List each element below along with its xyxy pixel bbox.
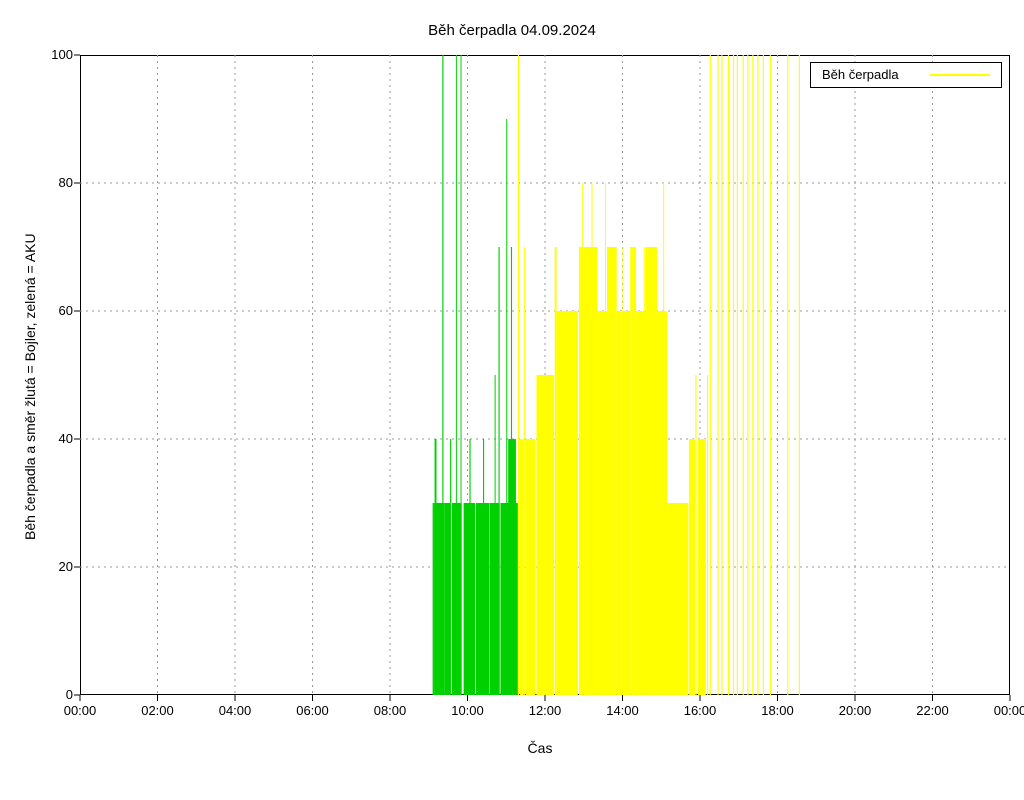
x-tick-label: 10:00 bbox=[448, 703, 488, 718]
y-axis-label: Běh čerpadla a směr žlutá = Bojler, zele… bbox=[22, 233, 38, 540]
legend-label: Běh čerpadla bbox=[822, 67, 899, 82]
y-tick-label: 40 bbox=[35, 431, 73, 446]
x-tick-label: 08:00 bbox=[370, 703, 410, 718]
x-tick-label: 12:00 bbox=[525, 703, 565, 718]
x-tick-label: 04:00 bbox=[215, 703, 255, 718]
legend-swatch bbox=[930, 74, 990, 76]
x-tick-label: 00:00 bbox=[990, 703, 1024, 718]
x-tick-label: 02:00 bbox=[138, 703, 178, 718]
x-tick-label: 20:00 bbox=[835, 703, 875, 718]
chart-title: Běh čerpadla 04.09.2024 bbox=[0, 22, 1024, 39]
y-tick-label: 60 bbox=[35, 303, 73, 318]
x-tick-label: 06:00 bbox=[293, 703, 333, 718]
y-tick-label: 20 bbox=[35, 559, 73, 574]
x-tick-label: 00:00 bbox=[60, 703, 100, 718]
x-tick-label: 18:00 bbox=[758, 703, 798, 718]
chart-bars bbox=[80, 55, 1010, 695]
y-tick-label: 100 bbox=[35, 47, 73, 62]
y-tick-label: 80 bbox=[35, 175, 73, 190]
y-tick-label: 0 bbox=[35, 687, 73, 702]
x-axis-label: Čas bbox=[500, 740, 580, 756]
x-tick-label: 22:00 bbox=[913, 703, 953, 718]
x-tick-label: 16:00 bbox=[680, 703, 720, 718]
x-tick-label: 14:00 bbox=[603, 703, 643, 718]
